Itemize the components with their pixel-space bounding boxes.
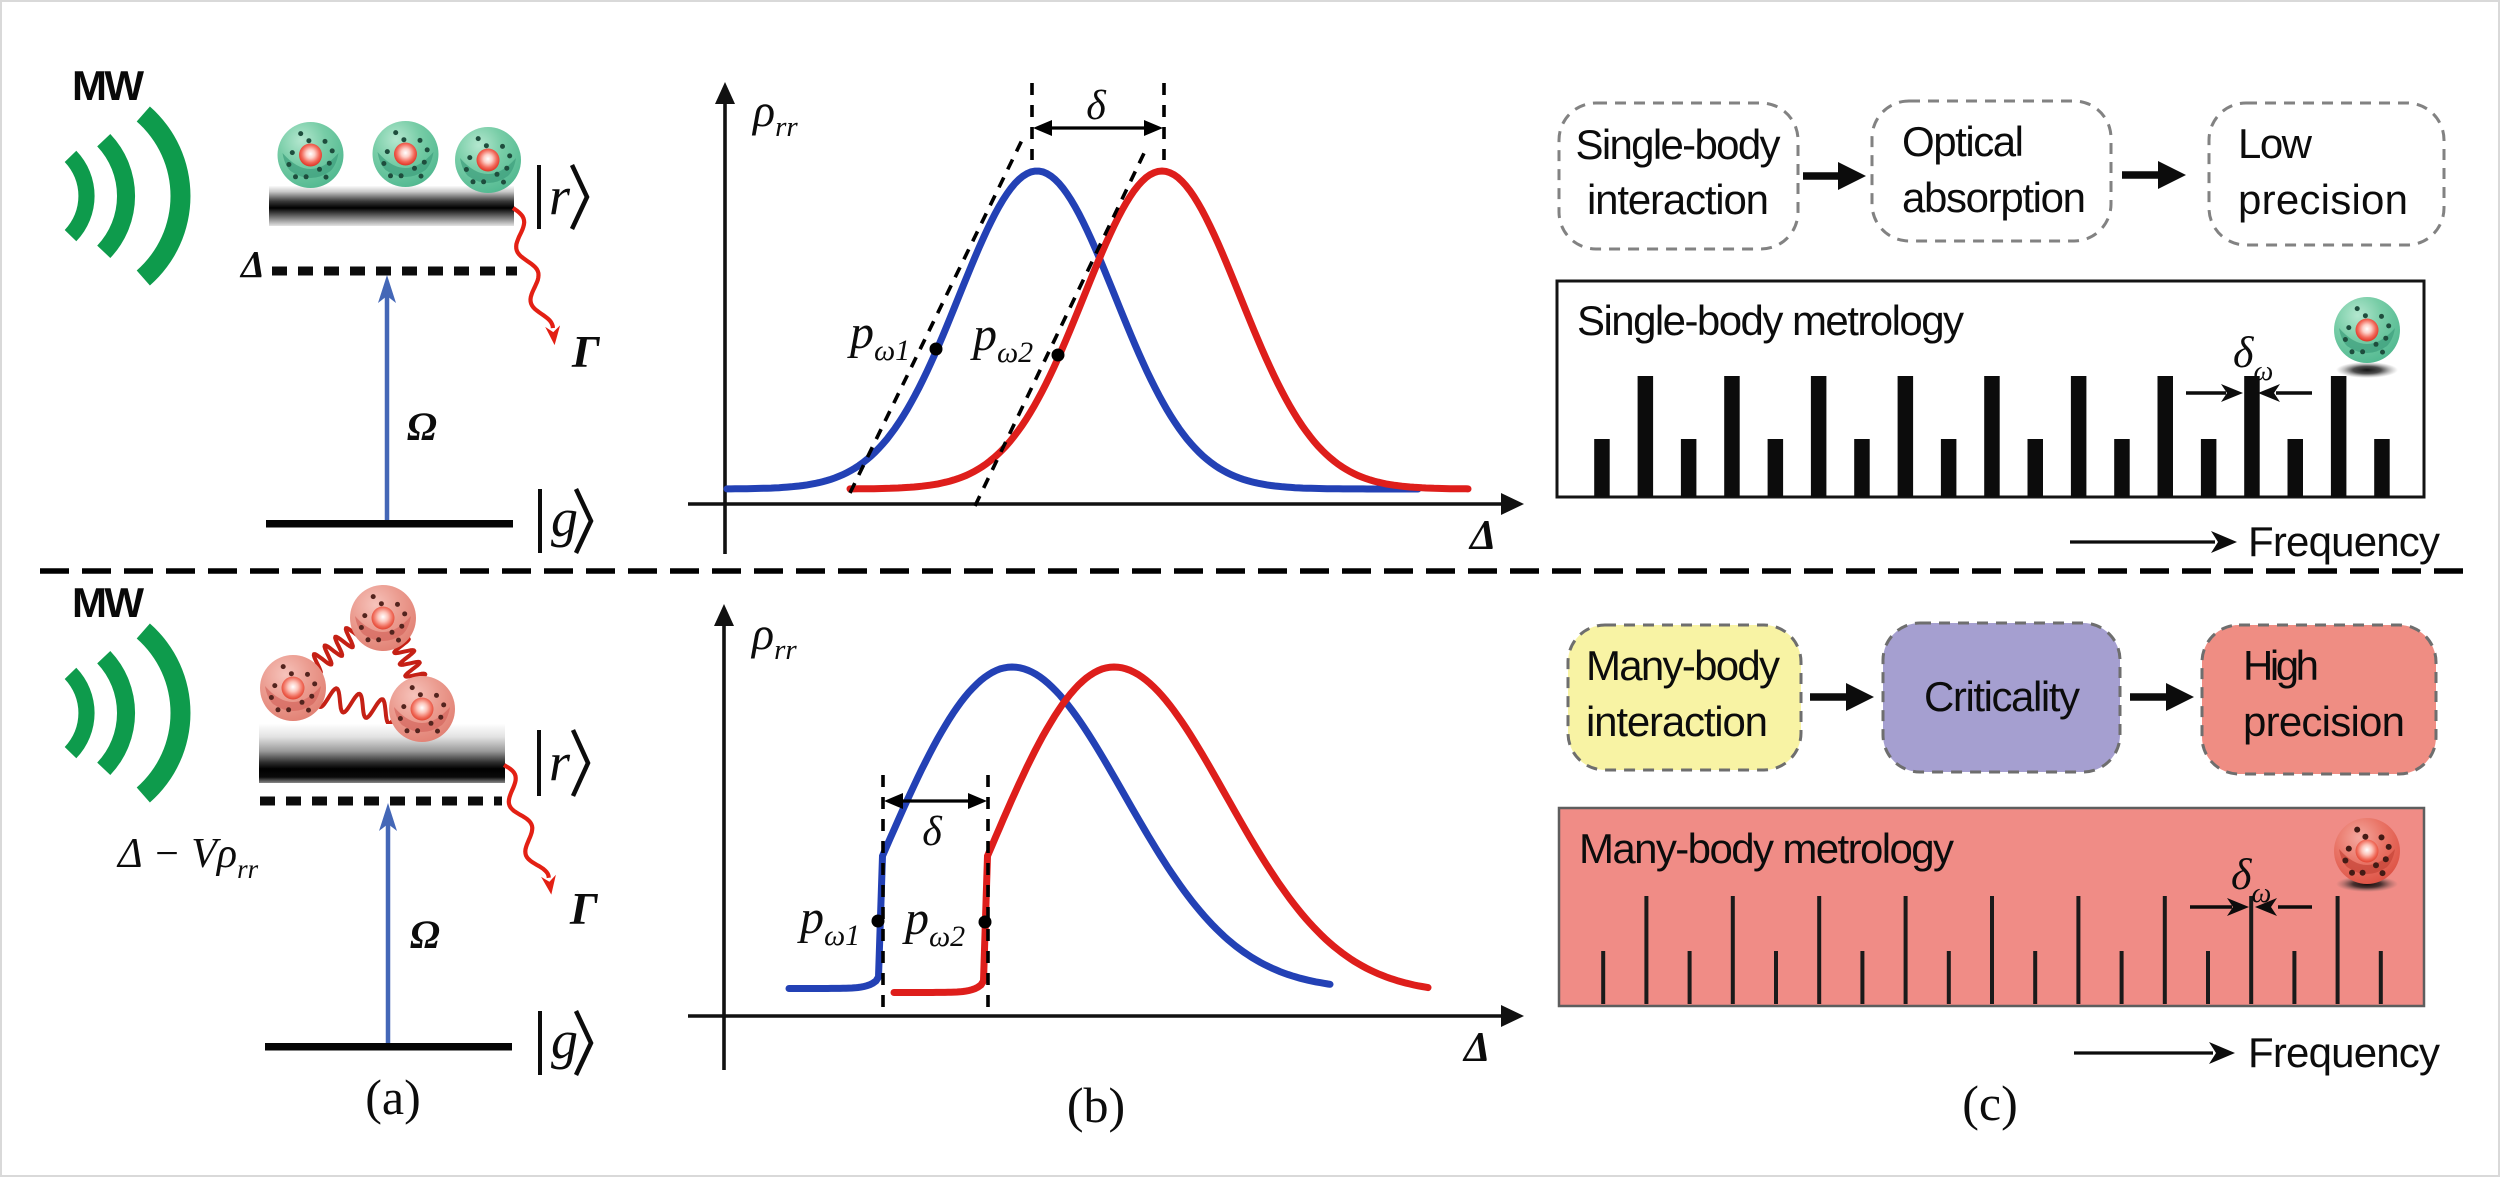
- svg-text:(c): (c): [1962, 1075, 2018, 1131]
- svg-text:Single-body metrology: Single-body metrology: [1577, 297, 1964, 344]
- svg-text:MW: MW: [72, 579, 144, 626]
- svg-text:δ: δ: [1086, 83, 1107, 129]
- svg-text:r: r: [549, 732, 571, 792]
- svg-text:Frequency: Frequency: [2248, 518, 2440, 565]
- svg-text:Δ: Δ: [1462, 1025, 1490, 1071]
- svg-text:Δ: Δ: [239, 244, 265, 286]
- svg-text:g: g: [551, 488, 578, 548]
- svg-text:precision: precision: [2238, 176, 2408, 223]
- svg-text:Criticality: Criticality: [1924, 673, 2080, 720]
- svg-text:Many-body metrology: Many-body metrology: [1579, 825, 1954, 872]
- svg-text:(b): (b): [1067, 1077, 1125, 1133]
- svg-text:Single-body: Single-body: [1576, 121, 1781, 168]
- svg-text:r: r: [549, 166, 571, 226]
- svg-text:Ω: Ω: [410, 912, 440, 957]
- svg-text:Γ: Γ: [569, 883, 598, 934]
- svg-text:(a): (a): [365, 1069, 421, 1125]
- svg-text:Low: Low: [2238, 120, 2313, 167]
- svg-text:MW: MW: [72, 62, 144, 109]
- svg-text:Δ: Δ: [1468, 513, 1496, 559]
- svg-text:Frequency: Frequency: [2248, 1029, 2440, 1076]
- svg-text:Γ: Γ: [571, 326, 600, 377]
- svg-text:Optical: Optical: [1902, 118, 2024, 165]
- svg-text:Δ − Vρrr: Δ − Vρrr: [116, 831, 259, 884]
- svg-text:δ: δ: [922, 809, 943, 855]
- svg-text:Many-body: Many-body: [1586, 642, 1780, 689]
- svg-text:precision: precision: [2243, 698, 2405, 745]
- svg-text:High: High: [2243, 642, 2319, 689]
- svg-text:Ω: Ω: [407, 404, 437, 449]
- svg-text:interaction: interaction: [1587, 176, 1769, 223]
- svg-text:g: g: [551, 1010, 578, 1070]
- svg-text:interaction: interaction: [1586, 698, 1768, 745]
- svg-text:absorption: absorption: [1902, 174, 2086, 221]
